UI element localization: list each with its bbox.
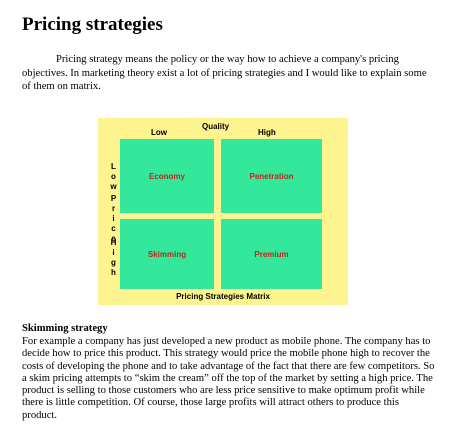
y-label: High — [109, 238, 118, 278]
x-axis-title: Quality — [202, 122, 230, 131]
intro-paragraph: Pricing strategy means the policy or the… — [22, 54, 427, 92]
matrix-caption: Pricing Strategies Matrix — [176, 292, 270, 301]
matrix-cell: Penetration — [221, 139, 322, 213]
matrix-cell: Skimming — [120, 219, 214, 289]
matrix-cell: Premium — [221, 219, 322, 289]
y-label: Low — [109, 162, 118, 192]
x-label: Low — [151, 128, 167, 137]
matrix-cell: Economy — [120, 139, 214, 213]
title: Pricing strategies — [22, 14, 163, 35]
pricing-matrix: Quality Low High Low Price High Economy … — [98, 118, 348, 305]
section-heading: Skimming strategy — [22, 323, 108, 334]
x-label: High — [258, 128, 276, 137]
y-axis-title: Price — [109, 194, 118, 244]
section-body: For example a company has just developed… — [22, 336, 435, 421]
